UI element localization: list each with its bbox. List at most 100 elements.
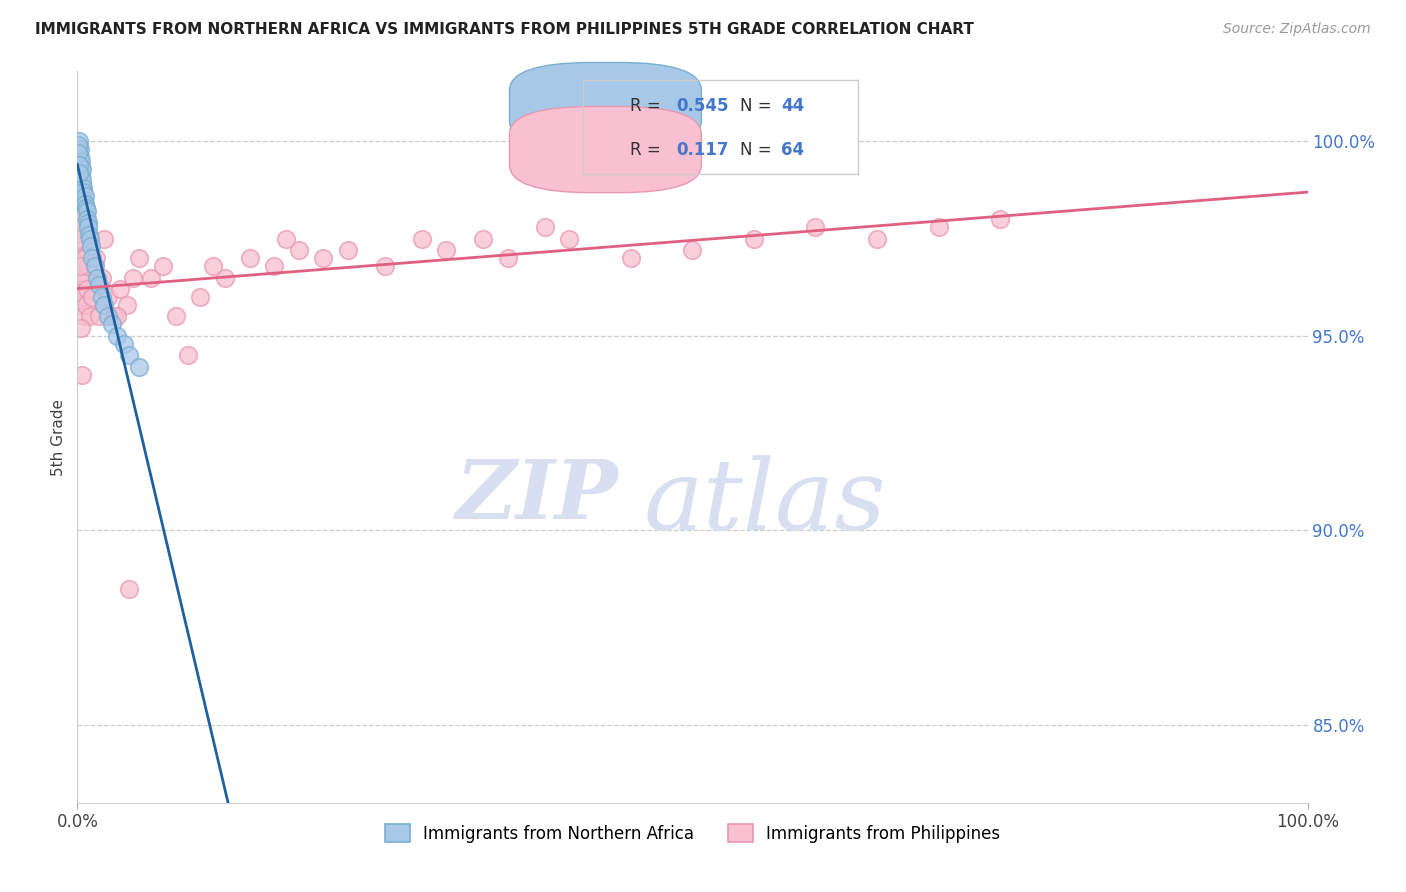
Point <box>75 251 97 265</box>
Point <box>76 216 98 230</box>
FancyBboxPatch shape <box>509 106 702 193</box>
Point <box>165 310 187 324</box>
Point <box>288 244 311 258</box>
Point <box>93 298 115 312</box>
Point <box>103 310 125 324</box>
Point <box>70 177 93 191</box>
Point <box>89 278 111 293</box>
Point <box>84 251 107 265</box>
Point <box>337 244 360 258</box>
Point <box>472 232 495 246</box>
Point <box>928 219 950 234</box>
Point <box>177 348 200 362</box>
Point <box>90 270 114 285</box>
Point <box>496 251 519 265</box>
Text: R =: R = <box>630 96 666 114</box>
Point <box>86 270 108 285</box>
Point <box>112 336 135 351</box>
Point <box>239 251 262 265</box>
Point <box>77 259 100 273</box>
Point <box>121 270 143 285</box>
Point <box>742 232 765 246</box>
Text: 0.117: 0.117 <box>676 141 730 159</box>
Point <box>90 290 114 304</box>
Point <box>70 161 93 176</box>
Text: N =: N = <box>740 141 776 159</box>
Point <box>66 219 89 234</box>
Point <box>73 189 96 203</box>
Point <box>105 310 128 324</box>
Point <box>77 227 100 242</box>
Point <box>214 270 236 285</box>
Point <box>73 310 96 324</box>
Point <box>82 290 104 304</box>
Point <box>188 290 212 304</box>
Point <box>152 259 174 273</box>
Text: 64: 64 <box>780 141 804 159</box>
Point <box>67 146 90 161</box>
Point <box>70 239 93 253</box>
Point <box>76 282 98 296</box>
Point <box>73 270 96 285</box>
Point <box>73 193 96 207</box>
Point <box>69 251 91 265</box>
Point <box>374 259 396 273</box>
Point <box>69 298 91 312</box>
Point <box>534 219 557 234</box>
Point <box>79 310 101 324</box>
Point <box>72 181 94 195</box>
Point <box>67 135 90 149</box>
Point <box>312 251 335 265</box>
Point <box>83 259 105 273</box>
Point <box>76 212 98 227</box>
Point <box>436 244 458 258</box>
Text: Source: ZipAtlas.com: Source: ZipAtlas.com <box>1223 22 1371 37</box>
Point <box>866 232 889 246</box>
Point <box>72 290 94 304</box>
Point <box>72 251 94 265</box>
Point <box>97 310 120 324</box>
Point <box>118 348 141 362</box>
Point <box>72 185 94 199</box>
FancyBboxPatch shape <box>509 62 702 149</box>
Point <box>67 232 90 246</box>
Text: ZIP: ZIP <box>456 456 619 535</box>
Point <box>411 232 433 246</box>
Point <box>682 244 704 258</box>
Point <box>75 298 97 312</box>
Point <box>67 232 90 246</box>
Point <box>75 196 97 211</box>
Point <box>620 251 643 265</box>
Point <box>67 158 90 172</box>
Point <box>70 270 93 285</box>
Point <box>70 153 93 168</box>
Point <box>105 329 128 343</box>
Point <box>67 212 90 227</box>
Point <box>128 251 150 265</box>
Point <box>79 232 101 246</box>
Text: atlas: atlas <box>644 455 886 550</box>
Point <box>988 212 1011 227</box>
Point <box>276 232 298 246</box>
Point <box>69 165 91 179</box>
Point <box>69 282 91 296</box>
Point <box>804 219 827 234</box>
Text: R =: R = <box>630 141 666 159</box>
Point <box>93 232 115 246</box>
Text: IMMIGRANTS FROM NORTHERN AFRICA VS IMMIGRANTS FROM PHILIPPINES 5TH GRADE CORRELA: IMMIGRANTS FROM NORTHERN AFRICA VS IMMIG… <box>35 22 974 37</box>
Point <box>67 153 90 168</box>
Text: 44: 44 <box>780 96 804 114</box>
Point <box>97 290 120 304</box>
Point <box>70 259 93 273</box>
Point <box>69 150 91 164</box>
Point <box>141 270 163 285</box>
Point <box>69 161 91 176</box>
Point <box>69 158 91 172</box>
Point <box>67 138 90 153</box>
Point <box>76 204 98 219</box>
Point <box>70 173 93 187</box>
Point <box>115 298 138 312</box>
Point <box>80 239 103 253</box>
Text: N =: N = <box>740 96 776 114</box>
Point <box>69 142 91 156</box>
